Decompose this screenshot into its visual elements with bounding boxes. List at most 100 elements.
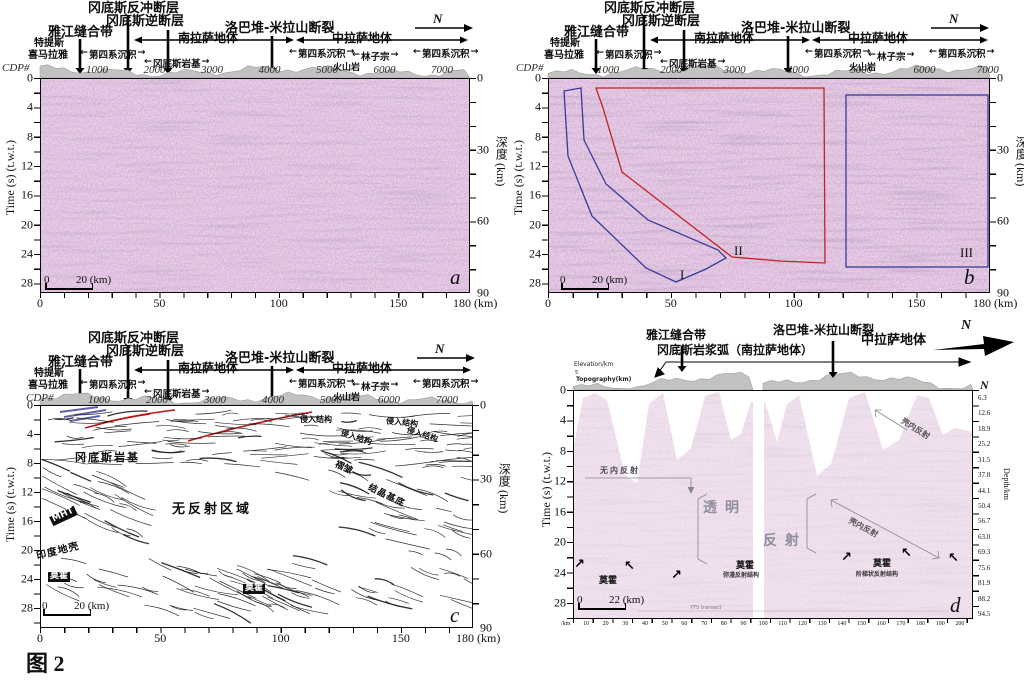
time-axis-label: Time (s) (t.w.t.) xyxy=(511,140,525,216)
reflection-squiggle xyxy=(254,601,275,613)
extent-quaternary-2: ← 第四系沉积 → xyxy=(289,46,354,60)
label-yajiang-suture: 雅江缝合带 xyxy=(48,25,114,40)
label-volcanics: 火山岩 xyxy=(333,63,361,73)
time-tick-marks xyxy=(542,78,548,293)
reflection-squiggle xyxy=(358,427,382,430)
distance-end-label: 180 (km) xyxy=(453,296,498,310)
reflection-squiggle xyxy=(219,580,257,599)
reflection-squiggle xyxy=(212,452,232,455)
reflection-squiggle xyxy=(311,579,341,593)
extent-arrow-left: ← xyxy=(144,386,152,397)
cdp-tick: 7000 xyxy=(976,64,999,76)
reflection-squiggle xyxy=(357,436,374,438)
reflection-squiggle xyxy=(122,534,150,545)
reflection-squiggle xyxy=(261,453,309,459)
depth-tick-d: 69.3 xyxy=(978,548,991,557)
reflection-squiggle xyxy=(438,461,470,463)
reflection-squiggle xyxy=(97,586,142,598)
reflection-squiggle xyxy=(61,443,85,445)
topography-strip xyxy=(39,391,474,406)
depth-tick-d: 37.8 xyxy=(978,471,991,480)
extent-quaternary-2-text: 第四系沉积 xyxy=(297,49,346,60)
distance-tick-d: 10 xyxy=(583,621,589,627)
extent-arrow-right: → xyxy=(390,49,399,60)
label-central-lhasa: 中拉萨地体 xyxy=(848,31,909,45)
guide-lines xyxy=(585,409,949,612)
reflection-squiggle xyxy=(299,432,346,437)
time-tick: 4 xyxy=(535,99,541,114)
fault-arrow-head xyxy=(679,68,689,74)
cdp-axis-label: CDP# xyxy=(516,62,544,74)
time-tick-d: 16 xyxy=(554,504,566,519)
reflection-squiggle xyxy=(44,486,90,504)
depth-tick-d: 44.1 xyxy=(978,486,991,495)
scale-bar-tick xyxy=(91,283,93,290)
reflection-squiggle xyxy=(237,435,262,439)
cdp-tick: 7000 xyxy=(431,64,453,76)
extent-linzizong-text: 林子宗 xyxy=(360,382,390,393)
extent-arrow-left: ← xyxy=(80,377,88,388)
extent-arrow-left: ← xyxy=(868,49,876,60)
reflection-squiggle xyxy=(217,431,243,435)
reflection-squiggle xyxy=(451,530,471,539)
reflection-squiggle xyxy=(339,449,364,453)
extent-arrow-left: ← xyxy=(352,379,360,390)
label-volcanics: 火山岩 xyxy=(849,63,877,73)
reflection-squiggle xyxy=(170,605,194,611)
extent-quaternary-2: ← 第四系沉积 → xyxy=(805,46,870,60)
extent-arrow-left: ← xyxy=(413,46,421,57)
scale-bar xyxy=(578,608,626,611)
reflection-squiggle xyxy=(367,595,413,610)
reflection-squiggle xyxy=(180,461,202,465)
reflection-squiggle xyxy=(394,590,423,603)
reflection-squiggle xyxy=(291,592,310,599)
reflection-squiggle xyxy=(169,444,191,448)
reflection-squiggle xyxy=(410,567,440,581)
reflection-squiggle xyxy=(86,573,107,584)
distance-tick: 0 xyxy=(37,296,43,310)
time-tick: 4 xyxy=(27,426,33,441)
extent-arrow-left: ← xyxy=(929,46,937,57)
reflection-squiggle xyxy=(173,419,199,422)
reflection-squiggle xyxy=(422,465,444,469)
reflection-squiggle xyxy=(60,558,87,565)
reflection-squiggle xyxy=(452,514,472,521)
extent-linzizong: ← 林子宗 → xyxy=(868,49,914,63)
depth-axis-label: 深度 (km) xyxy=(494,136,509,187)
depth-tick: 90 xyxy=(997,285,1009,300)
reflection-squiggle xyxy=(144,605,180,617)
topography-strip xyxy=(572,371,754,391)
moho-arrow-1: ↗ xyxy=(574,557,585,572)
reflection-squiggle xyxy=(126,528,143,538)
reflection-squiggle xyxy=(337,490,376,499)
reflection-squiggle xyxy=(328,469,346,478)
distance-tick-d: 110 xyxy=(778,621,788,627)
reflection-squiggle xyxy=(91,462,123,466)
reflection-squiggle xyxy=(388,597,409,604)
reflection-squiggle xyxy=(104,430,132,434)
extent-quaternary-3: ← 第四系沉积 → xyxy=(929,46,994,60)
extent-arrow-right: → xyxy=(137,47,146,58)
time-tick: 0 xyxy=(27,70,33,85)
depth-tick: 0 xyxy=(997,70,1003,85)
time-axis-label-d: Time (s) (t.w.t.) xyxy=(539,452,553,528)
distance-tick-d: 200 xyxy=(955,621,965,627)
zone-iii-label: III xyxy=(960,245,973,260)
extent-linzizong: ← 林子宗 → xyxy=(352,379,398,393)
reflection-squiggle xyxy=(41,475,77,495)
extent-gangdese-batholith: ← 冈底斯岩基 → xyxy=(660,56,725,70)
label-tethys-2: 喜马拉雅 xyxy=(28,50,68,61)
reflection-squiggle xyxy=(148,558,172,571)
reflection-squiggle xyxy=(384,513,425,522)
depth-tick-marks xyxy=(473,405,479,628)
reflection-squiggle xyxy=(248,596,273,607)
moho-arrow-5: ↖ xyxy=(901,546,912,561)
depth-tick-d: 88.2 xyxy=(978,594,991,603)
distance-end-label: 180 (km) xyxy=(456,631,501,645)
reflection-squiggle xyxy=(119,503,137,512)
reflection-squiggle xyxy=(355,597,378,606)
label-yajiang-suture: 雅江缝合带 xyxy=(48,355,114,370)
reflection-squiggle xyxy=(337,427,373,432)
terrane-arrow-head xyxy=(812,36,820,44)
